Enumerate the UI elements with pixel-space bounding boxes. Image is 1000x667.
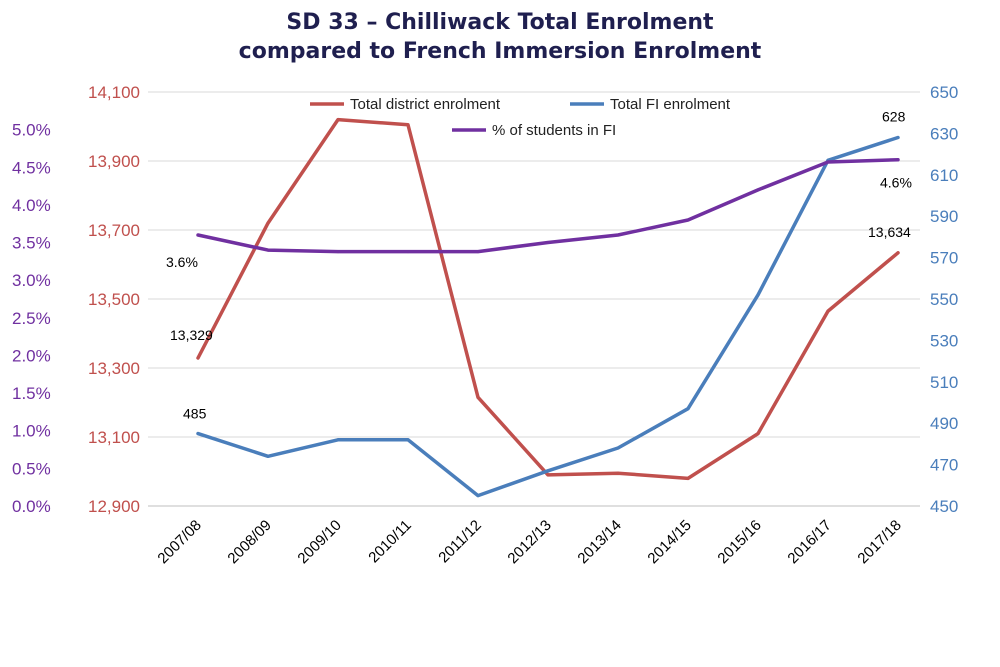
left-percent-tick-label: 1.5%	[12, 384, 51, 403]
data-point	[406, 123, 410, 127]
chart-title: SD 33 – Chilliwack Total Enrolment compa…	[0, 8, 1000, 66]
right-fi-tick-label: 530	[930, 331, 958, 350]
right-fi-tick-label: 650	[930, 83, 958, 102]
right-fi-tick-label: 470	[930, 456, 958, 475]
right-fi-tick-label: 550	[930, 290, 958, 309]
left-enrolment-tick-label: 13,300	[88, 359, 140, 378]
data-point	[896, 158, 900, 162]
data-point	[686, 407, 690, 411]
data-point	[686, 218, 690, 222]
gridlines	[148, 91, 920, 507]
left-enrolment-tick-label: 12,900	[88, 497, 140, 516]
legend: Total district enrolment Total FI enrolme…	[310, 96, 731, 139]
data-point	[546, 241, 550, 245]
x-tick-label: 2014/15	[644, 517, 694, 567]
right-fi-tick-label: 490	[930, 414, 958, 433]
left-enrolment-tick-label: 13,100	[88, 428, 140, 447]
right-fi-axis: 450 470 490 510 530 550 570 590 610 630 650	[930, 83, 958, 516]
left-percent-tick-label: 2.0%	[12, 346, 51, 365]
data-point	[476, 395, 480, 399]
data-point	[336, 118, 340, 122]
x-tick-label: 2012/13	[504, 517, 554, 567]
data-label: 628	[882, 109, 906, 125]
left-enrolment-tick-label: 13,500	[88, 290, 140, 309]
left-percent-axis: 0.0% 0.5% 1.0% 1.5% 2.0% 2.5% 3.0% 3.5% 4.0% 4.5%…	[12, 121, 51, 516]
data-point	[616, 233, 620, 237]
left-percent-tick-label: 0.5%	[12, 459, 51, 478]
data-point	[896, 251, 900, 255]
chart-title-line-2: compared to French Immersion Enrolment	[238, 39, 762, 64]
left-percent-tick-label: 4.0%	[12, 196, 51, 215]
legend-label: % of students in FI	[492, 122, 616, 139]
series-line-1	[196, 135, 900, 498]
right-fi-tick-label: 570	[930, 249, 958, 268]
x-tick-label: 2013/14	[574, 517, 624, 567]
data-label: 3.6%	[166, 254, 198, 270]
data-labels: 13,329 13,634 485 628 3.6% 4.6%	[166, 109, 912, 422]
data-point	[476, 250, 480, 254]
x-tick-label: 2015/16	[714, 517, 764, 567]
data-point	[546, 473, 550, 477]
data-point	[406, 250, 410, 254]
data-point	[756, 188, 760, 192]
data-point	[686, 476, 690, 480]
data-point	[196, 356, 200, 360]
x-axis: 2007/08 2008/09 2009/10 2010/11 2011/12 2012/…	[154, 517, 904, 567]
left-percent-tick-label: 3.5%	[12, 234, 51, 253]
x-tick-label: 2009/10	[294, 517, 344, 567]
data-point	[406, 438, 410, 442]
data-label: 4.6%	[880, 175, 912, 191]
right-fi-tick-label: 630	[930, 124, 958, 143]
left-percent-tick-label: 2.5%	[12, 309, 51, 328]
data-point	[196, 233, 200, 237]
left-enrolment-tick-label: 13,700	[88, 221, 140, 240]
data-label: 13,329	[170, 327, 213, 343]
data-point	[476, 494, 480, 498]
x-tick-label: 2011/12	[435, 517, 485, 567]
data-point	[756, 293, 760, 297]
left-enrolment-tick-label: 13,900	[88, 152, 140, 171]
left-percent-tick-label: 3.0%	[12, 271, 51, 290]
data-point	[616, 446, 620, 450]
data-point	[616, 471, 620, 475]
series-lines	[196, 117, 900, 498]
right-fi-tick-label: 510	[930, 373, 958, 392]
data-point	[196, 432, 200, 436]
data-point	[336, 438, 340, 442]
left-enrolment-axis: 12,900 13,100 13,300 13,500 13,700 13,900 14,1…	[88, 83, 140, 516]
left-enrolment-tick-label: 14,100	[88, 83, 140, 102]
left-percent-tick-label: 4.5%	[12, 158, 51, 177]
data-point	[546, 469, 550, 473]
data-point	[336, 250, 340, 254]
data-point	[896, 136, 900, 140]
left-percent-tick-label: 1.0%	[12, 422, 51, 441]
x-tick-label: 2016/17	[784, 517, 834, 567]
x-tick-label: 2010/11	[365, 517, 415, 567]
x-tick-label: 2008/09	[224, 517, 274, 567]
legend-label: Total FI enrolment	[610, 96, 731, 113]
legend-label: Total district enrolment	[350, 96, 501, 113]
right-fi-tick-label: 590	[930, 207, 958, 226]
right-fi-tick-label: 450	[930, 497, 958, 516]
data-label: 485	[183, 406, 207, 422]
chart-title-line-1: SD 33 – Chilliwack Total Enrolment	[286, 10, 714, 35]
right-fi-tick-label: 610	[930, 166, 958, 185]
data-point	[266, 248, 270, 252]
data-point	[756, 432, 760, 436]
left-percent-tick-label: 5.0%	[12, 121, 51, 140]
left-percent-tick-label: 0.0%	[12, 497, 51, 516]
data-point	[826, 160, 830, 164]
x-tick-label: 2017/18	[854, 517, 904, 567]
data-label: 13,634	[868, 224, 911, 240]
data-point	[266, 454, 270, 458]
x-tick-label: 2007/08	[154, 517, 204, 567]
data-point	[266, 221, 270, 225]
data-point	[826, 309, 830, 313]
